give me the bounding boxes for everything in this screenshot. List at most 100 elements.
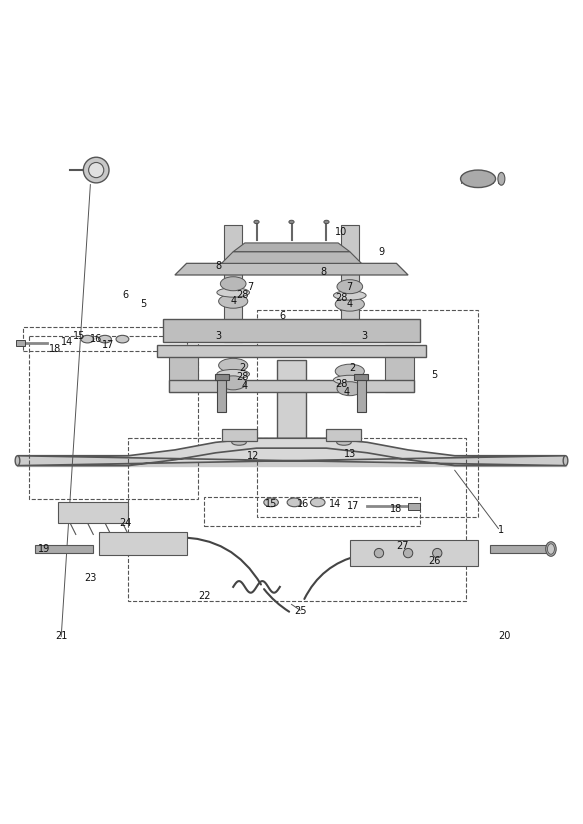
Polygon shape	[169, 380, 414, 391]
Ellipse shape	[219, 358, 248, 372]
Text: 21: 21	[55, 631, 68, 641]
Ellipse shape	[217, 288, 250, 297]
Polygon shape	[217, 380, 226, 412]
Polygon shape	[169, 345, 198, 391]
Text: 28: 28	[335, 293, 347, 303]
Ellipse shape	[231, 439, 246, 445]
Ellipse shape	[335, 364, 364, 378]
Text: 4: 4	[242, 381, 248, 391]
Ellipse shape	[99, 335, 111, 343]
Circle shape	[433, 549, 442, 558]
Text: 3: 3	[216, 331, 222, 341]
Polygon shape	[341, 226, 359, 342]
Text: 5: 5	[140, 299, 146, 309]
Ellipse shape	[15, 456, 20, 466]
Text: 23: 23	[84, 574, 97, 583]
Text: 18: 18	[390, 504, 403, 514]
Text: 18: 18	[49, 344, 62, 354]
Text: 13: 13	[343, 449, 356, 459]
Ellipse shape	[563, 456, 568, 466]
Polygon shape	[58, 503, 128, 522]
Ellipse shape	[264, 498, 279, 507]
Text: 25: 25	[294, 606, 307, 616]
Ellipse shape	[81, 335, 94, 343]
FancyArrowPatch shape	[264, 589, 289, 611]
Polygon shape	[17, 438, 566, 466]
Text: 28: 28	[236, 290, 248, 301]
Ellipse shape	[220, 277, 246, 291]
Text: 27: 27	[396, 541, 409, 551]
Text: 22: 22	[198, 591, 210, 601]
Text: 19: 19	[37, 544, 50, 554]
Text: 4: 4	[344, 386, 350, 396]
Ellipse shape	[333, 291, 366, 300]
Text: 28: 28	[335, 379, 347, 389]
Ellipse shape	[219, 294, 248, 308]
Text: 7: 7	[347, 282, 353, 292]
Text: 14: 14	[329, 499, 342, 509]
Ellipse shape	[324, 220, 329, 223]
Polygon shape	[277, 359, 306, 447]
Ellipse shape	[461, 170, 496, 188]
Polygon shape	[326, 429, 361, 441]
Text: 20: 20	[498, 631, 511, 641]
Polygon shape	[385, 345, 414, 391]
Circle shape	[89, 162, 104, 178]
Text: 1: 1	[498, 526, 504, 536]
Ellipse shape	[220, 376, 246, 390]
FancyArrowPatch shape	[304, 555, 359, 599]
Circle shape	[403, 549, 413, 558]
Circle shape	[83, 157, 109, 183]
Ellipse shape	[217, 369, 250, 379]
Text: 7: 7	[248, 282, 254, 292]
Text: 4: 4	[347, 299, 353, 309]
Polygon shape	[35, 545, 93, 553]
Polygon shape	[222, 251, 361, 264]
Text: 5: 5	[431, 370, 437, 380]
Polygon shape	[357, 380, 366, 412]
Polygon shape	[233, 243, 350, 251]
Polygon shape	[490, 545, 548, 553]
Ellipse shape	[335, 297, 364, 311]
Polygon shape	[163, 319, 420, 342]
Bar	[408, 503, 420, 510]
Text: 2: 2	[350, 363, 356, 373]
Ellipse shape	[333, 375, 366, 385]
Ellipse shape	[546, 541, 556, 556]
Ellipse shape	[287, 498, 302, 507]
Text: 10: 10	[335, 227, 347, 237]
Ellipse shape	[337, 382, 363, 396]
Text: 12: 12	[247, 451, 260, 461]
Ellipse shape	[310, 498, 325, 507]
Polygon shape	[99, 531, 187, 555]
Text: 15: 15	[265, 499, 278, 509]
Ellipse shape	[116, 335, 129, 343]
Text: 6: 6	[122, 290, 128, 301]
Text: 6: 6	[280, 311, 286, 321]
Polygon shape	[350, 541, 478, 566]
Text: 8: 8	[321, 267, 326, 277]
Text: 4: 4	[230, 297, 236, 307]
FancyArrowPatch shape	[178, 537, 261, 584]
Text: 16: 16	[297, 499, 310, 509]
Text: 17: 17	[101, 340, 114, 350]
Ellipse shape	[254, 220, 259, 223]
Text: 2: 2	[239, 363, 245, 373]
Text: 16: 16	[90, 334, 103, 344]
Text: 26: 26	[428, 555, 441, 565]
Bar	[16, 340, 24, 346]
Ellipse shape	[547, 544, 554, 555]
Text: 3: 3	[361, 331, 367, 341]
Polygon shape	[354, 374, 368, 380]
Text: 17: 17	[346, 502, 359, 512]
Text: 24: 24	[119, 517, 132, 527]
Text: 28: 28	[236, 372, 248, 382]
Polygon shape	[222, 429, 257, 441]
Ellipse shape	[498, 172, 505, 185]
Polygon shape	[224, 226, 242, 342]
Polygon shape	[175, 264, 408, 275]
Text: 14: 14	[61, 337, 73, 347]
Ellipse shape	[337, 279, 363, 293]
Circle shape	[374, 549, 384, 558]
Text: 15: 15	[72, 331, 85, 341]
